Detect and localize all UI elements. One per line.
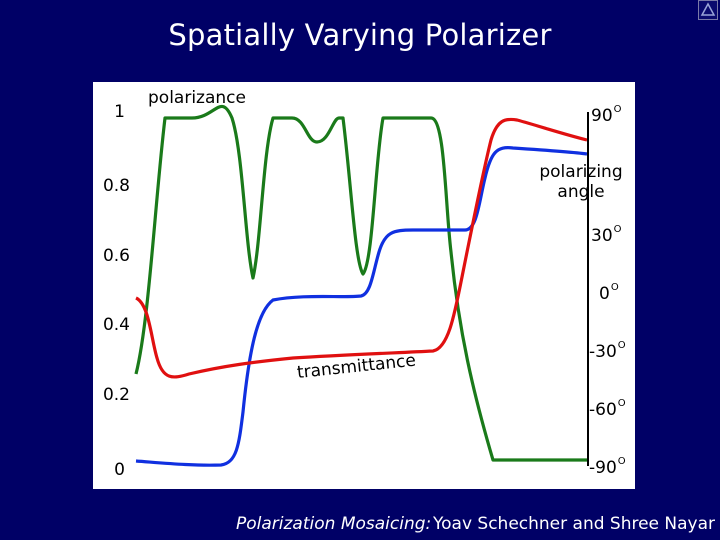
- right-tick-label: 30O: [591, 225, 622, 246]
- degree-symbol: O: [613, 104, 622, 115]
- right-tick-value: -30: [589, 342, 617, 362]
- plot-panel: polarizance 1 0.8 0.6 0.4 0.2 0 polarizi…: [93, 82, 635, 489]
- degree-symbol: O: [617, 340, 626, 351]
- right-tick-label: -30O: [589, 341, 626, 362]
- polarizing-angle-curve: [135, 146, 588, 467]
- left-tick-label: 0.8: [102, 176, 130, 196]
- plot-canvas: [134, 104, 589, 467]
- right-tick-label: 0O: [599, 283, 619, 304]
- right-tick-value: 90: [591, 106, 613, 126]
- left-tick-label: 0: [114, 460, 125, 480]
- right-tick-label: -90O: [589, 457, 626, 478]
- footer-title-text: Polarization Mosaicing: [236, 514, 426, 534]
- right-tick-value: -90: [589, 458, 617, 478]
- footer-authors: Yoav Schechner and Shree Nayar: [433, 514, 716, 534]
- navigation-button[interactable]: [698, 0, 718, 20]
- slide-title: Spatially Varying Polarizer: [168, 18, 552, 52]
- left-tick-label: 1: [114, 102, 125, 122]
- polarizing-angle-label-line1: polarizing: [539, 162, 623, 182]
- polarizing-angle-label-line2: angle: [557, 182, 605, 203]
- left-tick-label: 0.6: [102, 246, 130, 266]
- left-tick-label: 0.4: [102, 315, 130, 335]
- left-tick-label: 0.2: [102, 385, 130, 405]
- right-tick-label: 90O: [591, 105, 622, 126]
- footer-credit: Polarization Mosaicing: Yoav Schechner a…: [0, 514, 720, 540]
- right-tick-value: -60: [589, 400, 617, 420]
- degree-symbol: O: [613, 224, 622, 235]
- polarizance-axis-label: polarizance: [148, 88, 246, 108]
- footer-colon: :: [425, 514, 432, 534]
- footer-title: Polarization Mosaicing:: [236, 514, 431, 534]
- up-arrow-icon: [700, 2, 716, 16]
- polarizance-curve: [134, 104, 587, 462]
- polarizing-angle-axis-label: polarizing angle: [531, 162, 631, 203]
- degree-symbol: O: [617, 398, 626, 409]
- degree-symbol: O: [617, 456, 626, 467]
- right-tick-label: -60O: [589, 399, 626, 420]
- transmittance-curve: [135, 117, 588, 379]
- right-tick-value: 30: [591, 226, 613, 246]
- degree-symbol: O: [610, 282, 619, 293]
- right-tick-value: 0: [599, 284, 610, 304]
